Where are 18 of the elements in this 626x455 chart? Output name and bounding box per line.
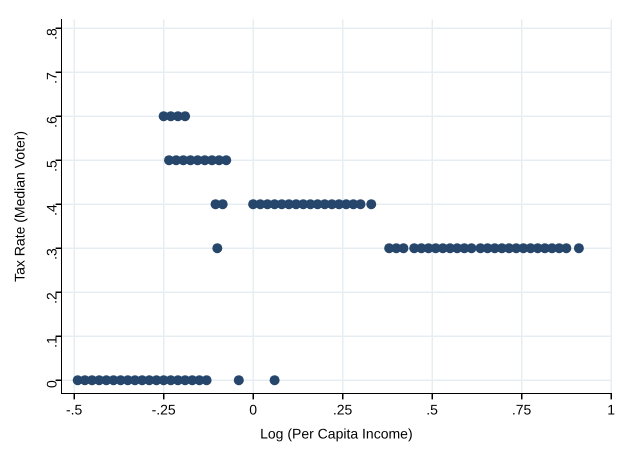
- y-tick-label: .7: [43, 72, 60, 84]
- x-tick-label: -.5: [66, 402, 83, 418]
- y-tick-label: .2: [43, 292, 60, 304]
- y-tick-label: .5: [43, 160, 60, 172]
- y-tick-label: .6: [43, 116, 60, 128]
- x-tick-label: .5: [426, 402, 438, 418]
- x-tick-label: 0: [249, 402, 258, 418]
- x-tick-label: -.25: [152, 402, 176, 418]
- x-tick-label: .25: [332, 402, 353, 418]
- y-tick-label: .1: [43, 336, 60, 348]
- y-tick-label: .8: [43, 28, 60, 40]
- y-tick-label: 0: [43, 380, 60, 388]
- y-tick-label: .4: [43, 204, 60, 216]
- y-axis-title: Tax Rate (Median Voter): [11, 130, 28, 282]
- x-tick-label: .75: [512, 402, 532, 418]
- y-tick-label: .3: [43, 248, 60, 260]
- x-tick-label: 1: [607, 402, 616, 418]
- x-axis-title: Log (Per Capita Income): [260, 425, 413, 442]
